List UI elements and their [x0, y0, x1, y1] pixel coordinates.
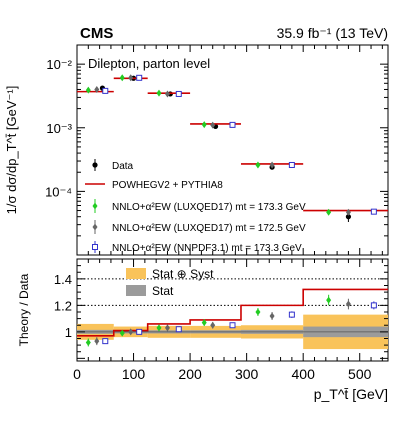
y-tick-label: 1 [65, 325, 72, 340]
upper-y-tick-label: 10⁻³ [46, 121, 72, 136]
annotation: Dilepton, parton level [88, 56, 210, 71]
ratio-point-green-diamond [119, 329, 125, 337]
luminosity-label: 35.9 fb⁻¹ (13 TeV) [277, 25, 388, 41]
upper-panel-frame [76, 44, 389, 256]
upper-panel: Dilepton, parton level 10⁻² 10⁻³ 10⁻⁴ 1/σ … [4, 44, 389, 256]
ratio-point-gray-diamond [210, 321, 216, 329]
x-tick-label: 400 [292, 366, 316, 382]
upper-point-green-diamond [156, 89, 162, 97]
x-tick-label: 100 [122, 366, 146, 382]
ratio-point-open-square [102, 338, 109, 345]
legend-luxqed1725-label: NNLO+α²EW (LUXQED17) mt = 172.5 GeV [112, 223, 306, 234]
x-tick-label: 300 [235, 366, 259, 382]
upper-point-gray-diamond [345, 208, 351, 216]
upper-point-open-square [102, 87, 109, 94]
x-axis-label: p_T^t̄ [GeV] [314, 386, 388, 402]
upper-point-gray-diamond [269, 161, 275, 169]
ratio-point-open-square [370, 302, 377, 309]
upper-y-tick-label: 10⁻⁴ [45, 184, 72, 199]
legend-stat-label: Stat [152, 284, 174, 298]
ratio-point-green-diamond [255, 308, 261, 316]
legend-powheg-label: POWHEGV2 + PYTHIA8 [112, 180, 223, 191]
ratio-point-gray-diamond [128, 328, 134, 336]
legend-stat-swatch [126, 285, 146, 296]
lower-y-axis-title: Theory / Data [17, 273, 31, 346]
upper-point-gray-diamond [210, 121, 216, 129]
upper-point-green-diamond [85, 86, 91, 94]
y-tick-label: 1.2 [54, 298, 72, 313]
legend-statsyst-label: Stat ⊕ Syst [152, 267, 214, 281]
upper-point-open-square [288, 161, 295, 168]
ratio-legend: Stat ⊕ Syst Stat [126, 267, 214, 298]
legend-luxqed173-label: NNLO+α²EW (LUXQED17) mt = 173.3 GeV [112, 202, 306, 213]
ratio-point-green-diamond [85, 338, 91, 346]
ratio-point-gray-diamond [269, 312, 275, 320]
ratio-point-gray-diamond [164, 324, 170, 332]
upper-y-tick-label: 10⁻² [46, 57, 72, 72]
ratio-point-gray-diamond [345, 300, 351, 308]
upper-point-open-square [136, 74, 143, 81]
legend-nnpdf-marker [92, 244, 98, 250]
upper-point-open-square [229, 121, 236, 128]
upper-point-gray-diamond [128, 74, 134, 82]
upper-point-green-diamond [326, 208, 332, 216]
lower-panel-frame [76, 258, 389, 362]
experiment-label: CMS [80, 25, 113, 42]
upper-point-filled-circle [345, 214, 352, 220]
upper-point-gray-diamond [94, 85, 100, 93]
upper-point-gray-diamond [164, 90, 170, 98]
upper-point-open-square [370, 208, 377, 215]
upper-point-green-diamond [119, 74, 125, 82]
ratio-point-open-square [229, 322, 236, 329]
legend-statsyst-swatch [126, 268, 146, 279]
lower-panel: 0 100 200 300 400 500 1 1.2 1.4 Stat ⊕ Syst Stat… [17, 258, 389, 402]
x-tick-label: 200 [178, 366, 202, 382]
upper-point-open-square [175, 90, 182, 97]
upper-legend: Data POWHEGV2 + PYTHIA8 NNLO+α²EW (LUXQE… [85, 159, 306, 254]
lower-y-axis-label: Theory / Data [17, 273, 31, 346]
legend-luxqed1725-marker [92, 223, 98, 231]
ratio-point-green-diamond [201, 319, 207, 327]
upper-y-axis-label: 1/σ dσ/dp_T^t̄ [GeV⁻¹] [4, 86, 19, 215]
upper-y-axis-title: 1/σ dσ/dp_T^t̄ [GeV⁻¹] [4, 86, 19, 215]
x-tick-label: 0 [73, 366, 81, 382]
legend-data-marker [92, 162, 98, 168]
ratio-point-green-diamond [326, 296, 332, 304]
ratio-point-gray-diamond [94, 337, 100, 345]
upper-point-green-diamond [255, 161, 261, 169]
legend-nnpdf-label: NNLO+α²EW (NNPDF3.1) mt = 173.3 GeV [112, 243, 302, 254]
x-tick-label: 500 [348, 366, 372, 382]
ratio-point-open-square [288, 311, 295, 318]
y-tick-label: 1.4 [54, 272, 72, 287]
ratio-point-open-square [175, 326, 182, 333]
ratio-point-open-square [136, 328, 143, 335]
upper-point-green-diamond [201, 121, 207, 129]
legend-luxqed173-marker [92, 202, 98, 210]
legend-data-label: Data [112, 161, 134, 172]
ratio-point-green-diamond [156, 324, 162, 332]
ratio-powheg-step [77, 288, 388, 337]
